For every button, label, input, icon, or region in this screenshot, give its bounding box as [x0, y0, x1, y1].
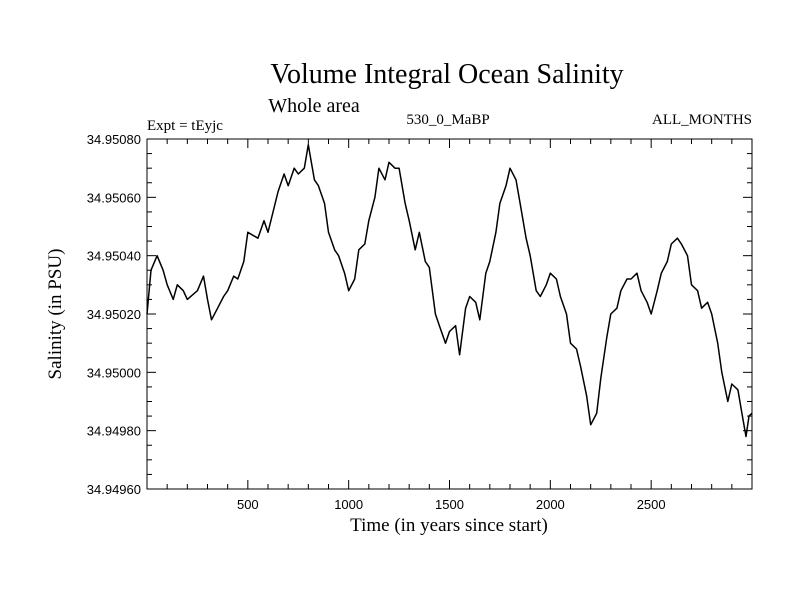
- y-tick-label: 34.95020: [87, 307, 141, 322]
- y-tick-label: 34.95040: [87, 249, 141, 264]
- axis-tick-labels: 500 1000 1500 2000 2500 34.94960 34.94980 34.95…: [87, 132, 666, 512]
- x-tick-label: 1000: [334, 497, 363, 512]
- chart-subtitle: Whole area: [268, 95, 360, 117]
- experiment-label: Expt = tEyjc: [147, 118, 223, 134]
- chart-title: Volume Integral Ocean Salinity: [270, 59, 623, 90]
- y-tick-label: 34.95080: [87, 132, 141, 147]
- y-axis-label: Salinity (in PSU): [45, 249, 66, 380]
- x-tick-label: 500: [237, 497, 259, 512]
- y-tick-label: 34.95060: [87, 190, 141, 205]
- months-label: ALL_MONTHS: [652, 112, 752, 128]
- period-label: 530_0_MaBP: [406, 112, 489, 128]
- x-tick-label: 2000: [536, 497, 565, 512]
- x-tick-label: 2500: [637, 497, 666, 512]
- x-tick-label: 1500: [435, 497, 464, 512]
- y-tick-label: 34.94980: [87, 424, 141, 439]
- y-tick-label: 34.94960: [87, 482, 141, 497]
- axis-ticks: [147, 139, 752, 489]
- plot-frame: [146, 138, 753, 490]
- salinity-series-line: [146, 144, 753, 438]
- x-axis-label: Time (in years since start): [350, 515, 548, 536]
- y-tick-label: 34.95000: [87, 365, 141, 380]
